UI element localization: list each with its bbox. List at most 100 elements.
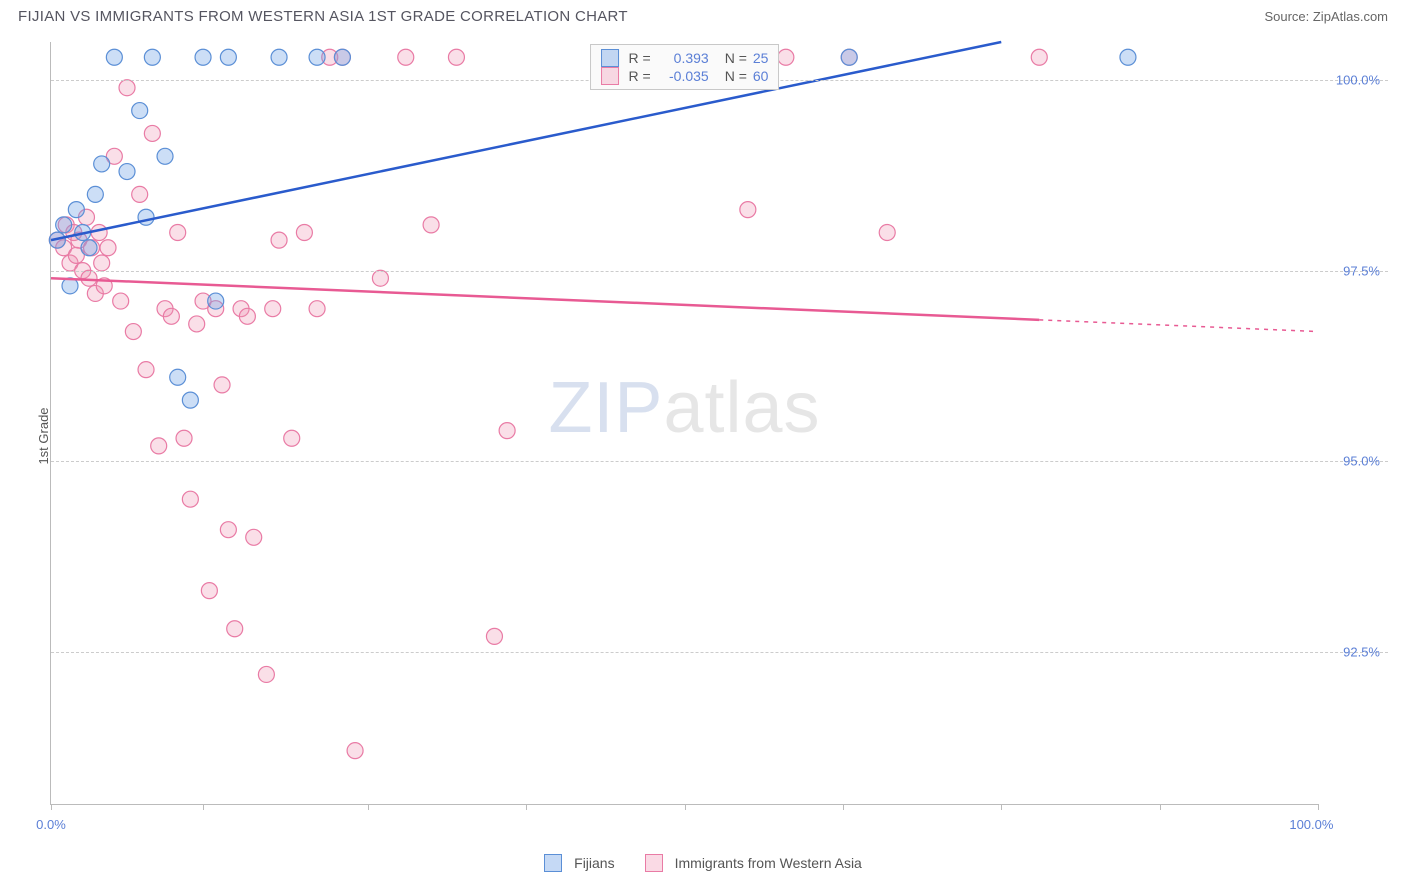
data-point <box>227 621 243 637</box>
data-point <box>81 270 97 286</box>
y-tick-label: 100.0% <box>1336 73 1380 88</box>
data-point <box>740 202 756 218</box>
x-min-label: 0.0% <box>36 817 66 832</box>
n-value: 60 <box>753 68 769 84</box>
data-point <box>1120 49 1136 65</box>
trend-line <box>51 42 1001 240</box>
x-max-label: 100.0% <box>1289 817 1333 832</box>
data-point <box>271 232 287 248</box>
data-point <box>334 49 350 65</box>
data-point <box>151 438 167 454</box>
data-point <box>214 377 230 393</box>
r-value: 0.393 <box>657 50 709 66</box>
chart-container: 1st Grade ZIPatlas R = 0.393 N = 25 R = … <box>50 42 1388 830</box>
data-point <box>68 202 84 218</box>
data-point <box>778 49 794 65</box>
data-point <box>423 217 439 233</box>
legend-correlation-row: R = 0.393 N = 25 <box>601 49 769 67</box>
data-point <box>132 103 148 119</box>
x-tick <box>203 804 204 810</box>
data-point <box>144 125 160 141</box>
data-point <box>56 217 72 233</box>
data-point <box>170 369 186 385</box>
data-point <box>265 301 281 317</box>
legend-correlation-row: R = -0.035 N = 60 <box>601 67 769 85</box>
data-point <box>144 49 160 65</box>
x-tick <box>1001 804 1002 810</box>
data-point <box>113 293 129 309</box>
y-tick-label: 92.5% <box>1343 644 1380 659</box>
data-point <box>138 209 154 225</box>
x-tick <box>526 804 527 810</box>
data-point <box>296 225 312 241</box>
data-point <box>841 49 857 65</box>
data-point <box>182 392 198 408</box>
n-label: N = <box>725 50 747 66</box>
data-point <box>284 430 300 446</box>
y-tick-label: 97.5% <box>1343 263 1380 278</box>
data-point <box>220 522 236 538</box>
data-point <box>119 164 135 180</box>
data-point <box>220 49 236 65</box>
r-value: -0.035 <box>657 68 709 84</box>
data-point <box>208 293 224 309</box>
legend-swatch <box>601 49 619 67</box>
data-point <box>1031 49 1047 65</box>
plot-area: ZIPatlas R = 0.393 N = 25 R = -0.035 N =… <box>50 42 1318 805</box>
data-point <box>81 240 97 256</box>
data-point <box>100 240 116 256</box>
gridline-h <box>51 461 1388 462</box>
legend-bottom: Fijians Immigrants from Western Asia <box>0 854 1406 872</box>
data-point <box>163 308 179 324</box>
data-point <box>201 583 217 599</box>
data-point <box>309 301 325 317</box>
gridline-h <box>51 652 1388 653</box>
legend-swatch <box>601 67 619 85</box>
legend-item: Fijians <box>544 854 614 872</box>
n-value: 25 <box>753 50 769 66</box>
data-point <box>879 225 895 241</box>
data-point <box>398 49 414 65</box>
data-point <box>94 156 110 172</box>
legend-label: Fijians <box>574 855 614 871</box>
data-point <box>195 49 211 65</box>
y-tick-label: 95.0% <box>1343 454 1380 469</box>
data-point <box>94 255 110 271</box>
data-point <box>87 186 103 202</box>
data-point <box>138 362 154 378</box>
x-tick <box>1318 804 1319 810</box>
x-tick <box>1160 804 1161 810</box>
x-tick <box>685 804 686 810</box>
data-point <box>372 270 388 286</box>
r-label: R = <box>629 50 651 66</box>
data-point <box>258 666 274 682</box>
n-label: N = <box>725 68 747 84</box>
legend-item: Immigrants from Western Asia <box>645 854 862 872</box>
legend-correlation: R = 0.393 N = 25 R = -0.035 N = 60 <box>590 44 780 90</box>
data-point <box>189 316 205 332</box>
data-point <box>125 324 141 340</box>
data-point <box>170 225 186 241</box>
data-point <box>246 529 262 545</box>
trend-line-dashed <box>1039 320 1318 332</box>
data-point <box>347 743 363 759</box>
x-tick <box>51 804 52 810</box>
data-point <box>239 308 255 324</box>
data-point <box>106 49 122 65</box>
data-point <box>182 491 198 507</box>
data-point <box>271 49 287 65</box>
legend-swatch <box>544 854 562 872</box>
data-point <box>157 148 173 164</box>
source-label: Source: ZipAtlas.com <box>1264 9 1388 24</box>
plot-svg <box>51 42 1318 804</box>
legend-swatch <box>645 854 663 872</box>
data-point <box>119 80 135 96</box>
gridline-h <box>51 271 1388 272</box>
chart-title: FIJIAN VS IMMIGRANTS FROM WESTERN ASIA 1… <box>18 8 628 25</box>
data-point <box>176 430 192 446</box>
x-tick <box>368 804 369 810</box>
data-point <box>309 49 325 65</box>
r-label: R = <box>629 68 651 84</box>
data-point <box>499 423 515 439</box>
data-point <box>486 628 502 644</box>
